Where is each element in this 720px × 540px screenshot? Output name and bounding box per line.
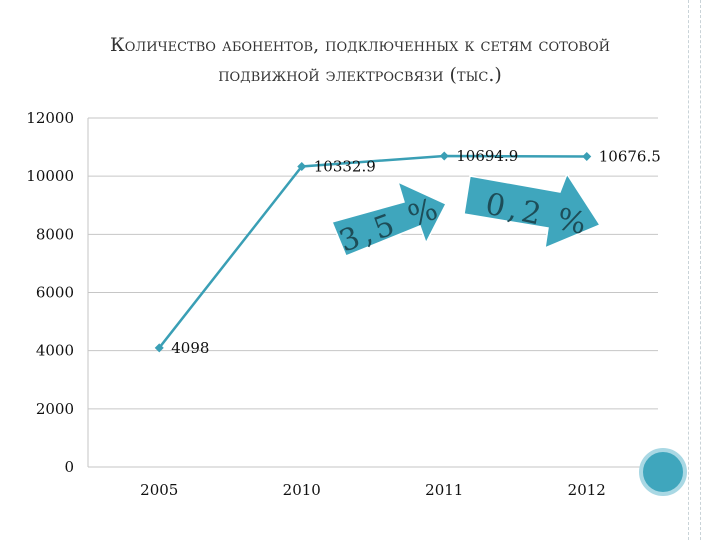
data-label-2005: 4098: [171, 339, 209, 357]
data-point-2011: [440, 151, 449, 160]
y-tick-label-6000: 6000: [36, 284, 74, 302]
data-label-2010: 10332.9: [314, 157, 376, 175]
growth-arrow-label-1: 3,5 %: [335, 190, 446, 259]
data-label-2011: 10694.9: [456, 147, 518, 165]
y-tick-label-12000: 12000: [26, 109, 74, 127]
x-tick-label-2012: 2012: [568, 481, 606, 499]
y-tick-label-2000: 2000: [36, 400, 74, 418]
decorative-circle: [641, 450, 685, 494]
y-tick-label-10000: 10000: [26, 167, 74, 185]
x-tick-label-2011: 2011: [425, 481, 463, 499]
x-tick-label-2010: 2010: [283, 481, 321, 499]
y-tick-label-0: 0: [64, 458, 74, 476]
x-tick-label-2005: 2005: [140, 481, 178, 499]
data-point-2012: [582, 152, 591, 161]
data-label-2012: 10676.5: [599, 147, 661, 165]
y-tick-label-4000: 4000: [36, 342, 74, 360]
y-tick-label-8000: 8000: [36, 225, 74, 243]
